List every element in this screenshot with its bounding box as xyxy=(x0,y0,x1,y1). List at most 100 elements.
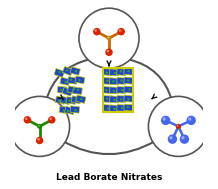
Circle shape xyxy=(176,124,181,129)
Bar xyxy=(67,86,77,94)
Bar xyxy=(124,95,133,102)
Bar xyxy=(117,77,126,84)
Circle shape xyxy=(188,117,191,121)
Circle shape xyxy=(127,106,129,108)
Circle shape xyxy=(78,79,80,82)
Bar xyxy=(124,104,133,111)
FancyArrowPatch shape xyxy=(129,59,172,101)
Bar xyxy=(103,68,133,112)
Circle shape xyxy=(177,125,179,126)
Circle shape xyxy=(73,88,75,90)
Bar xyxy=(62,87,73,96)
Circle shape xyxy=(168,134,177,144)
Circle shape xyxy=(106,71,108,74)
FancyArrowPatch shape xyxy=(63,141,155,154)
Circle shape xyxy=(114,72,116,74)
Bar xyxy=(117,105,126,112)
Circle shape xyxy=(60,89,63,91)
Circle shape xyxy=(121,107,123,109)
Bar xyxy=(124,77,133,84)
Circle shape xyxy=(148,96,208,156)
Bar xyxy=(73,87,82,94)
Circle shape xyxy=(113,90,115,92)
Circle shape xyxy=(58,100,61,102)
Circle shape xyxy=(120,98,123,101)
Circle shape xyxy=(120,79,123,82)
Circle shape xyxy=(75,70,77,72)
Circle shape xyxy=(186,116,196,125)
Circle shape xyxy=(75,98,77,100)
Circle shape xyxy=(119,29,121,32)
FancyArrowPatch shape xyxy=(58,95,63,99)
Circle shape xyxy=(107,37,109,38)
Bar xyxy=(54,68,65,77)
Circle shape xyxy=(120,70,122,73)
Text: Lead Borate Nitrates: Lead Borate Nitrates xyxy=(56,174,162,183)
Bar xyxy=(55,96,65,104)
Circle shape xyxy=(74,109,77,111)
Circle shape xyxy=(107,107,109,110)
Bar xyxy=(102,68,112,76)
Circle shape xyxy=(118,28,125,35)
Bar xyxy=(68,77,77,84)
Bar xyxy=(102,105,112,112)
Bar xyxy=(62,66,73,76)
Circle shape xyxy=(77,88,79,91)
Bar xyxy=(66,97,76,104)
FancyArrowPatch shape xyxy=(107,61,111,66)
Circle shape xyxy=(66,90,69,93)
Bar xyxy=(117,87,126,94)
Circle shape xyxy=(94,29,97,32)
Circle shape xyxy=(169,136,173,139)
Circle shape xyxy=(37,138,40,141)
Circle shape xyxy=(107,50,109,53)
Circle shape xyxy=(163,117,166,121)
Circle shape xyxy=(70,78,72,81)
Circle shape xyxy=(93,28,100,35)
Circle shape xyxy=(105,49,113,56)
Circle shape xyxy=(112,80,115,83)
Circle shape xyxy=(128,88,131,91)
Circle shape xyxy=(37,124,42,129)
Circle shape xyxy=(48,116,56,124)
Bar xyxy=(110,69,119,76)
Circle shape xyxy=(127,98,129,100)
Circle shape xyxy=(181,136,185,139)
Bar xyxy=(75,76,85,84)
Circle shape xyxy=(127,79,129,82)
Bar xyxy=(70,67,80,75)
Circle shape xyxy=(68,99,71,102)
Bar xyxy=(60,96,71,105)
Bar xyxy=(76,95,86,103)
FancyArrowPatch shape xyxy=(46,59,89,101)
Circle shape xyxy=(38,125,40,126)
Circle shape xyxy=(65,100,67,103)
Circle shape xyxy=(36,137,43,144)
Circle shape xyxy=(180,134,189,144)
Bar xyxy=(109,96,119,103)
Bar xyxy=(71,96,81,104)
Circle shape xyxy=(63,109,65,112)
Bar xyxy=(124,68,133,75)
Bar xyxy=(110,87,119,94)
Bar xyxy=(70,106,80,113)
Bar xyxy=(117,68,126,76)
Circle shape xyxy=(10,96,70,156)
Bar xyxy=(124,86,133,93)
Circle shape xyxy=(67,110,69,112)
Circle shape xyxy=(80,98,82,100)
Circle shape xyxy=(105,89,107,91)
Circle shape xyxy=(161,116,170,125)
Circle shape xyxy=(49,117,52,120)
Circle shape xyxy=(79,8,139,68)
Bar xyxy=(65,106,75,115)
Bar xyxy=(110,105,119,112)
Circle shape xyxy=(65,81,67,83)
Circle shape xyxy=(25,117,27,120)
Bar xyxy=(59,106,69,114)
Circle shape xyxy=(113,108,116,110)
Bar xyxy=(117,96,126,102)
Bar xyxy=(102,87,112,94)
Circle shape xyxy=(106,98,109,100)
FancyArrowPatch shape xyxy=(152,94,157,99)
